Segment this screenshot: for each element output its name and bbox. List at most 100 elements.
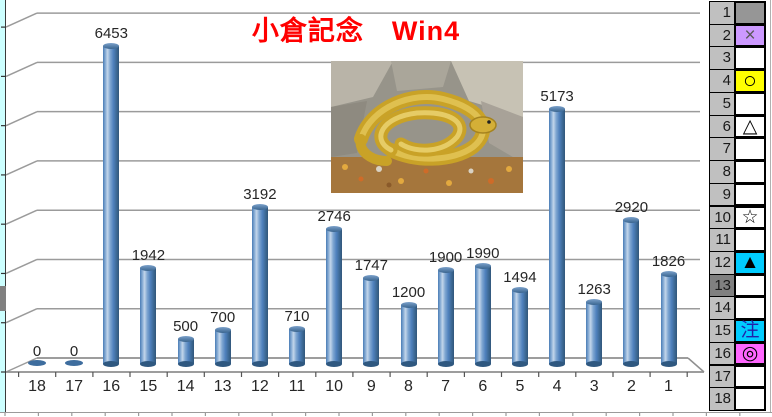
bar-value-label: 1747 [354, 256, 388, 274]
x-axis-label: 2 [626, 378, 636, 395]
row-mark-cell[interactable]: ○ [734, 69, 766, 93]
row-mark-cell[interactable] [734, 273, 766, 298]
snake-photo[interactable] [331, 61, 523, 193]
row-mark-cell[interactable]: ▲ [734, 250, 766, 275]
bar[interactable] [511, 287, 528, 367]
row-mark-cell[interactable]: 注 [734, 319, 766, 343]
row-number-cell[interactable]: 6 [709, 114, 735, 139]
row-mark-cell[interactable]: ☆ [734, 205, 766, 230]
x-axis-label: 10 [325, 378, 344, 395]
x-axis-label: 3 [589, 378, 599, 395]
row-number-cell[interactable]: 9 [709, 182, 735, 207]
row-number-cell[interactable]: 10 [709, 205, 735, 230]
row-number-cell[interactable]: 11 [709, 228, 735, 252]
sheet-left-column-block [0, 286, 6, 311]
x-axis-label: 9 [366, 378, 376, 395]
bar-value-label: 2746 [317, 207, 351, 225]
row-mark-cell[interactable] [734, 296, 766, 321]
row-number-cell[interactable]: 18 [709, 387, 735, 411]
row-number-cell[interactable]: 13 [709, 273, 735, 298]
bar[interactable] [140, 265, 157, 367]
bar-value-label: 1200 [391, 283, 426, 301]
row-mark-cell[interactable] [734, 182, 766, 207]
bar[interactable] [474, 263, 491, 367]
bar[interactable] [623, 217, 640, 367]
row-number-cell[interactable]: 14 [709, 296, 735, 321]
row-number-cell[interactable]: 3 [709, 46, 735, 71]
row-mark-cell[interactable] [734, 46, 766, 71]
bar-value-label: 3192 [243, 185, 277, 203]
x-axis-label: 17 [65, 378, 83, 395]
bar[interactable] [363, 274, 380, 368]
x-axis-label: 5 [515, 378, 525, 395]
x-axis-label: 13 [213, 378, 232, 395]
bar-value-label: 500 [173, 318, 199, 336]
bar-value-label: 0 [69, 343, 79, 360]
bar-value-label: 1263 [577, 280, 611, 298]
bar-zero[interactable] [65, 360, 84, 366]
x-axis-label: 12 [250, 378, 269, 395]
row-mark-cell[interactable] [734, 387, 766, 411]
row-mark-cell[interactable] [734, 228, 766, 252]
bar[interactable] [214, 326, 231, 367]
row-number-cell[interactable]: 5 [709, 91, 735, 116]
bar-value-label: 1942 [131, 247, 166, 265]
x-axis-label: 4 [552, 378, 562, 395]
x-axis-label: 6 [478, 378, 488, 395]
x-axis-label: 7 [441, 378, 451, 395]
x-axis-label: 14 [176, 378, 195, 395]
x-axis-label: 11 [288, 378, 306, 395]
bar-value-label: 6453 [94, 25, 128, 43]
row-number-cell[interactable]: 15 [709, 319, 735, 343]
sheet-column-divider [770, 0, 771, 412]
sheet-left-column [0, 0, 6, 412]
row-number-cell[interactable]: 4 [709, 69, 735, 93]
bar[interactable] [326, 225, 343, 368]
row-mark-cell[interactable] [734, 160, 766, 184]
bar[interactable] [251, 203, 268, 368]
row-number-cell[interactable]: 2 [709, 23, 735, 48]
bar[interactable] [400, 301, 417, 368]
row-mark-cell[interactable] [734, 364, 766, 389]
chart-title: 小倉記念 Win4 [251, 16, 461, 46]
bar-value-label: 1990 [466, 245, 500, 262]
bar-zero[interactable] [28, 360, 46, 366]
row-number-cell[interactable]: 16 [709, 341, 735, 366]
bar-value-label: 0 [32, 343, 42, 360]
bar[interactable] [586, 298, 603, 368]
bar-value-label: 1900 [428, 249, 463, 267]
row-number-cell[interactable]: 8 [709, 160, 735, 184]
row-mark-cell[interactable] [734, 91, 766, 116]
bar[interactable] [660, 271, 677, 367]
x-axis-label: 1 [664, 378, 673, 395]
sheet-row-divider [0, 412, 772, 413]
row-number-cell[interactable]: 7 [709, 137, 735, 161]
x-axis-label: 15 [139, 378, 158, 395]
bar-value-label: 1826 [651, 253, 686, 270]
row-mark-cell[interactable] [734, 1, 766, 25]
x-axis-label: 18 [28, 378, 46, 395]
bar-value-label: 5173 [540, 88, 574, 106]
bar[interactable] [103, 43, 120, 367]
row-mark-cell[interactable]: × [734, 23, 766, 48]
bar-value-label: 1494 [503, 269, 537, 287]
row-mark-cell[interactable]: ◎ [734, 341, 766, 366]
bar-value-label: 2920 [614, 199, 649, 217]
bar-value-label: 700 [210, 308, 236, 326]
row-number-cell[interactable]: 1 [709, 1, 735, 25]
bar[interactable] [289, 326, 305, 367]
row-mark-cell[interactable] [734, 137, 766, 161]
bar-value-label: 710 [284, 308, 310, 325]
x-axis-label: 16 [102, 378, 121, 395]
x-axis-label: 8 [404, 378, 413, 395]
snake-photo-image [331, 61, 523, 193]
row-number-cell[interactable]: 12 [709, 250, 735, 275]
bar[interactable] [549, 106, 566, 367]
row-number-cell[interactable]: 17 [709, 364, 735, 389]
bar[interactable] [177, 336, 194, 367]
bar[interactable] [437, 267, 454, 367]
row-mark-cell[interactable]: △ [734, 114, 766, 139]
